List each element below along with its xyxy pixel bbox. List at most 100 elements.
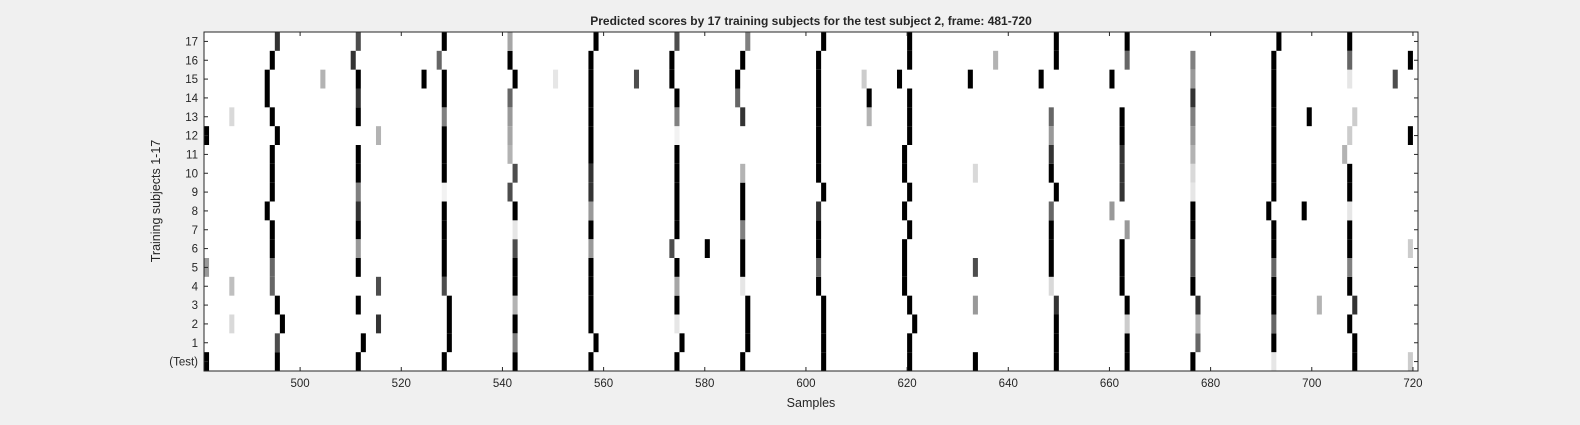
heatmap-cell [588,50,594,70]
heatmap-cell [816,201,822,221]
heatmap-cell [740,352,746,371]
heatmap-cell [355,258,361,277]
heatmap-cell [441,239,447,258]
heatmap-cell [446,314,452,334]
heatmap-cell [1048,276,1054,296]
heatmap-cell [512,333,518,353]
heatmap-cell [902,145,908,164]
heatmap-cell [441,352,447,371]
heatmap-cell [1190,201,1196,221]
y-tick-label: 13 [185,112,198,124]
heatmap-cell [446,333,452,353]
heatmap-cell [588,145,594,164]
heatmap-cell [1124,32,1130,51]
heatmap-cell [866,107,872,127]
heatmap-cell [972,258,978,277]
heatmap-cell [704,239,710,258]
heatmap-cell [1271,88,1277,108]
heatmap-cell [902,201,908,221]
heatmap-cell [1347,314,1353,334]
heatmap-cell [375,314,382,334]
heatmap-cell [735,88,741,108]
heatmap-cell [821,295,827,315]
heatmap-cell [1048,239,1054,258]
y-tick-label: 4 [192,281,199,293]
y-tick-label: 11 [186,149,198,161]
heatmap-cell [1053,182,1059,202]
heatmap-cell [512,352,518,371]
heatmap-cell [1190,276,1196,296]
heatmap-cell [740,239,746,258]
heatmap-cell [1190,220,1196,240]
heatmap-cell [588,88,594,108]
heatmap-cell [816,276,822,296]
heatmap-cell [269,258,275,277]
heatmap-cell [1053,314,1059,334]
heatmap-cell [355,107,361,127]
heatmap-cell [512,220,518,240]
heatmap-cell [674,220,680,240]
y-tick-label: 12 [185,131,198,143]
heatmap-cell [269,276,275,296]
heatmap-cell [1124,314,1130,334]
heatmap-cell [512,163,518,183]
heatmap-cell [512,69,518,89]
heatmap-cell [593,333,599,353]
heatmap-cell [269,220,275,240]
heatmap-cell [1190,182,1196,202]
heatmap-cell [1124,352,1130,371]
heatmap-cell [320,69,326,89]
heatmap-cell [1190,50,1196,70]
heatmap-cell [588,163,594,183]
heatmap-cell [1048,220,1054,240]
y-tick-label: 17 [185,36,198,48]
heatmap-cell [441,69,447,89]
x-tick-label: 540 [493,378,512,390]
heatmap-cell [1407,352,1413,371]
heatmap-cell [1271,352,1277,371]
heatmap-cell [274,352,280,371]
heatmap-cell [355,201,361,221]
heatmap-cell [436,50,442,70]
heatmap-cell [1407,126,1413,145]
heatmap-cell [1195,314,1201,334]
heatmap-cell [972,295,978,315]
heatmap-cell [512,295,518,315]
heatmap-cell [1190,352,1196,371]
heatmap-cell [355,69,361,89]
heatmap-cell [816,50,822,70]
heatmap-cell [441,145,447,164]
heatmap-cell [816,69,822,89]
heatmap-cell [507,182,513,202]
plot-area-background [204,32,1418,371]
heatmap-cell [679,333,685,353]
y-tick-label: 1 [192,338,198,350]
x-tick-label: 700 [1302,378,1321,390]
heatmap-cell [821,182,827,202]
heatmap-cell [816,258,822,277]
heatmap-cell [1119,163,1125,183]
heatmap-cell [907,352,913,371]
heatmap-cell [593,32,599,51]
heatmap-cell [588,201,594,221]
heatmap-cell [1119,182,1125,202]
heatmap-cell [907,126,913,145]
heatmap-cell [1407,239,1413,258]
heatmap-cell [1347,163,1353,183]
heatmap-cell [674,276,680,296]
heatmap-cell [674,258,680,277]
heatmap-cell [1048,258,1054,277]
heatmap-cell [821,32,827,51]
x-axis-label: Samples [787,396,836,410]
heatmap-cell [507,145,513,164]
heatmap-cell [512,239,518,258]
heatmap-cell [1048,163,1054,183]
heatmap-cell [816,88,822,108]
heatmap-cell [588,352,594,371]
heatmap-cell [745,32,751,51]
heatmap-cell [1271,239,1277,258]
heatmap-cell [1119,107,1125,127]
x-tick-label: 640 [999,378,1018,390]
heatmap-cell [1271,295,1277,315]
